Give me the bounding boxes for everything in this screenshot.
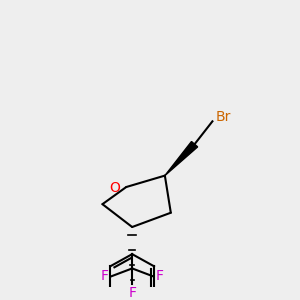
Text: F: F: [128, 286, 136, 300]
Text: F: F: [155, 269, 164, 283]
Text: O: O: [110, 182, 120, 196]
Polygon shape: [165, 142, 198, 176]
Text: F: F: [101, 269, 109, 283]
Text: Br: Br: [216, 110, 231, 124]
